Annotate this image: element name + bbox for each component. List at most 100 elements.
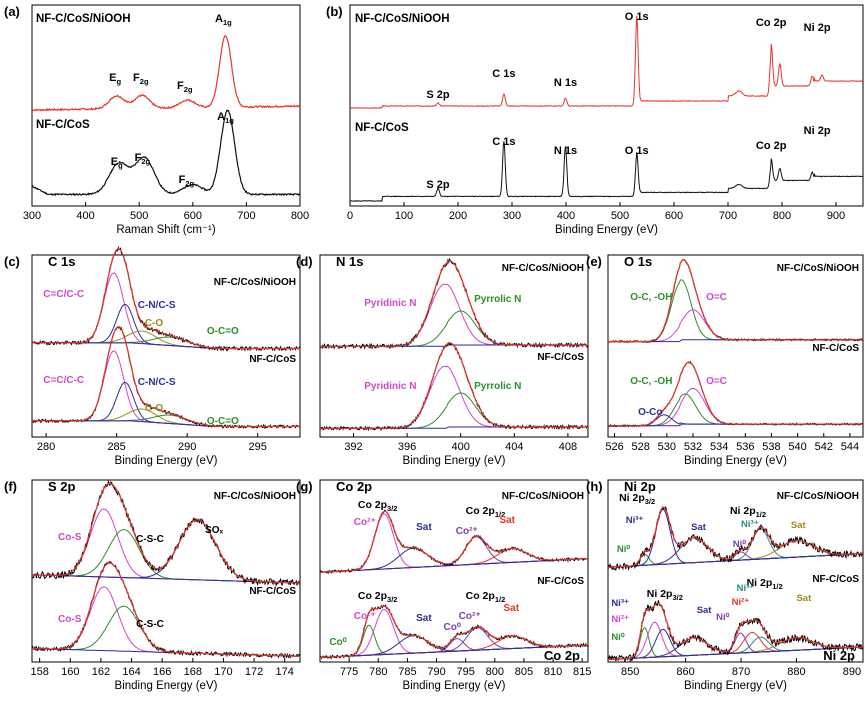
x-tick-label: 795: [456, 666, 474, 678]
component-label: Sat: [791, 520, 807, 531]
background-line: [319, 644, 589, 658]
component-label: C=C/C-C: [43, 375, 84, 386]
envelope-fit-line: [608, 506, 863, 568]
component-label: Co-S: [58, 614, 82, 625]
component-label: Pyridinic N: [364, 381, 416, 392]
component-label: Ni²⁺: [732, 597, 750, 608]
x-tick-label: 166: [153, 666, 171, 678]
envelope-fit-line: [32, 482, 300, 584]
panel-title: C 1s: [48, 254, 75, 269]
envelope-fit-line: [319, 605, 588, 659]
x-tick-label: 172: [245, 666, 263, 678]
component-label: O-C, -OH: [630, 376, 672, 387]
peak-annotation: Ni 2p3/2: [647, 588, 683, 602]
x-ticks: 158 160 162 164 166 168 170 172 174: [30, 658, 294, 678]
component-label: Sat: [697, 605, 713, 616]
component-label: Sat: [504, 603, 520, 614]
plot-frame: [31, 4, 301, 207]
component-label: Co²⁺: [354, 517, 376, 528]
x-tick-label: 528: [632, 441, 650, 453]
x-axis-label: Binding Energy (eV): [403, 680, 506, 692]
x-axis-label: Binding Energy (eV): [555, 224, 658, 236]
series-label: NF-C/CoS/NiOOH: [777, 263, 859, 274]
x-tick-label: 526: [605, 441, 623, 453]
peak-annotation: Co 2p1/2: [466, 590, 506, 604]
envelope-fit-line: [320, 342, 588, 429]
component-label: Ni³⁺: [626, 515, 644, 526]
series-label: NF-C/CoS/NiOOH: [355, 13, 450, 25]
component-label: Ni⁰: [611, 632, 625, 643]
component-label: C-S-C: [136, 619, 164, 630]
component-label: O-C, -OH: [630, 292, 672, 303]
component-label: O-Co: [638, 407, 662, 418]
x-tick-label: 800: [773, 210, 791, 222]
series-label: NF-C/CoS: [812, 343, 859, 354]
component-label: C-N/C-S: [138, 300, 176, 311]
component-label: Sat: [691, 522, 707, 533]
x-tick-label: 600: [665, 210, 683, 222]
series-line-nf-c-cos: [32, 109, 301, 197]
x-tick-label: 800: [291, 210, 309, 222]
series-label: NF-C/CoS: [36, 119, 90, 131]
peak-annotation: S 2p: [426, 179, 450, 191]
x-ticks: 850 860 870 880 890: [621, 658, 861, 678]
component-label: SOₓ: [205, 525, 223, 536]
peak-annotation: F2g: [179, 174, 195, 188]
x-tick-label: 100: [395, 210, 413, 222]
background-line: [32, 420, 300, 427]
x-tick-label: 810: [544, 666, 562, 678]
panel-label: (b): [326, 4, 343, 19]
component-label: Co-S: [58, 532, 82, 543]
plot-frame: [31, 254, 301, 438]
envelope-fit-line: [31, 562, 301, 657]
x-ticks: 392 396 400 404 408: [344, 433, 577, 453]
x-tick-label: 600: [184, 210, 202, 222]
peak-annotation: F2g: [133, 72, 149, 86]
series-line-nf-c-cos: [349, 141, 864, 203]
x-tick-label: 536: [736, 441, 754, 453]
x-tick-label: 300: [23, 210, 41, 222]
panel-a: 300 400 500 600 700 800 Raman Shift (cm⁻¹) (a) N…: [4, 4, 309, 236]
x-axis-label: Binding Energy (eV): [684, 455, 787, 467]
x-tick-label: 870: [732, 666, 750, 678]
peak-annotation: N 1s: [554, 77, 577, 89]
peak-annotation: O 1s: [625, 145, 649, 157]
component-label: Co²⁺: [456, 526, 478, 537]
x-axis-label: Raman Shift (cm⁻¹): [116, 224, 216, 236]
envelope-fit-line: [608, 259, 863, 343]
x-tick-label: 400: [557, 210, 575, 222]
x-tick-label: 805: [515, 666, 533, 678]
series-line-nf-c-cos-niooh: [31, 35, 301, 112]
peak-annotation: A1g: [217, 111, 234, 125]
series-label: NF-C/CoS/NiOOH: [214, 491, 296, 502]
series-label: NF-C/CoS: [355, 122, 409, 134]
peak-annotation: Eg: [109, 72, 121, 86]
x-tick-label: 404: [505, 441, 523, 453]
panel-e: 526 528 530 532 534 536 538 540 542 544 Binding En…: [586, 254, 864, 467]
x-tick-label: 530: [658, 441, 676, 453]
component-label: C-S-C: [136, 534, 164, 545]
component-label: Co²⁺: [459, 611, 481, 622]
peak-annotation: Ni 2p3/2: [619, 492, 655, 506]
series-label: NF-C/CoS: [249, 586, 296, 597]
component-label: Ni⁰: [733, 539, 747, 550]
panel-label: (c): [4, 254, 20, 269]
envelope-fit-line: [608, 361, 863, 427]
x-tick-label: 700: [237, 210, 255, 222]
peak-annotation: Co 2p3/2: [358, 590, 398, 604]
x-tick-label: 780: [369, 666, 387, 678]
plot-frame: [607, 254, 864, 438]
plot-frame: [349, 4, 864, 207]
component-label: O-C=O: [207, 326, 239, 337]
x-tick-label: 500: [611, 210, 629, 222]
panel-f: 158 160 162 164 166 168 170 172 174 Binding Energ…: [4, 479, 301, 692]
component-label: Ni³⁺: [611, 598, 629, 609]
component-label: Co²⁺: [354, 611, 376, 622]
panel-title: N 1s: [336, 254, 363, 269]
component-label: Sat: [796, 593, 812, 604]
panel-label: (f): [4, 479, 17, 494]
series-line-nf-c-cos-niooh: [349, 15, 864, 109]
component-label: Sat: [416, 613, 432, 624]
x-tick-label: 290: [178, 441, 196, 453]
x-ticks: 526 528 530 532 534 536 538 540 542 544: [605, 433, 859, 453]
